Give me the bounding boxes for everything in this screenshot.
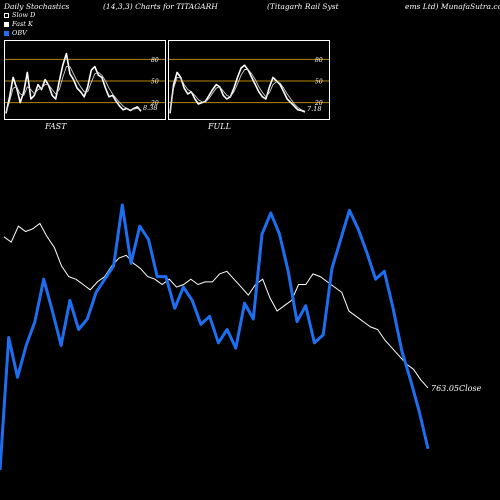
fast-series-slow-d [5,66,142,113]
fast-panel-label: FAST [45,122,67,131]
full-series-full-d [169,69,306,113]
legend-item-obv: OBV [4,29,27,37]
obv-line [0,203,430,471]
full-panel-label: FULL [208,122,231,131]
legend-label: Slow D [12,11,36,19]
full-last-value: 7.18 [307,105,321,113]
header-title-4: ems Ltd) MunafaSutra.com [405,2,500,11]
last-price-label: 763.05Close [431,384,482,393]
fast-tick-label: 80 [151,57,159,64]
full-tick-label: 20 [314,100,323,107]
full-series-full-k [169,64,306,114]
full-tick-label: 50 [315,79,323,86]
header-title-1: Daily Stochastics [4,2,70,11]
header-title-2: (14,3,3) Charts for TITAGARH [103,2,218,11]
legend-label: Fast K [12,20,33,28]
header-title-3: (Titagarh Rail Syst [267,2,339,11]
fast-last-value: 8.38 [143,104,157,112]
full-stochastic-panel: 80 50 20 7.18 [168,40,330,120]
legend-item-slow-d: Slow D [4,11,35,19]
fast-k-swatch [4,21,9,27]
full-chart: 80 50 207.18 [169,57,329,114]
legend-label: OBV [12,29,27,37]
fast-tick-label: 50 [151,79,159,86]
fast-tick-label: 20 [150,100,159,107]
price-line [3,222,429,389]
slow-d-swatch [4,12,9,18]
legend-item-fast-k: Fast K [4,20,33,28]
obv-swatch [4,30,9,36]
fast-stochastic-panel: 80 50 20 8.38 [4,40,166,120]
full-tick-label: 80 [315,57,323,64]
fast-series-fast-k [5,52,142,114]
fast-chart: 80 50 208.38 [5,52,165,114]
